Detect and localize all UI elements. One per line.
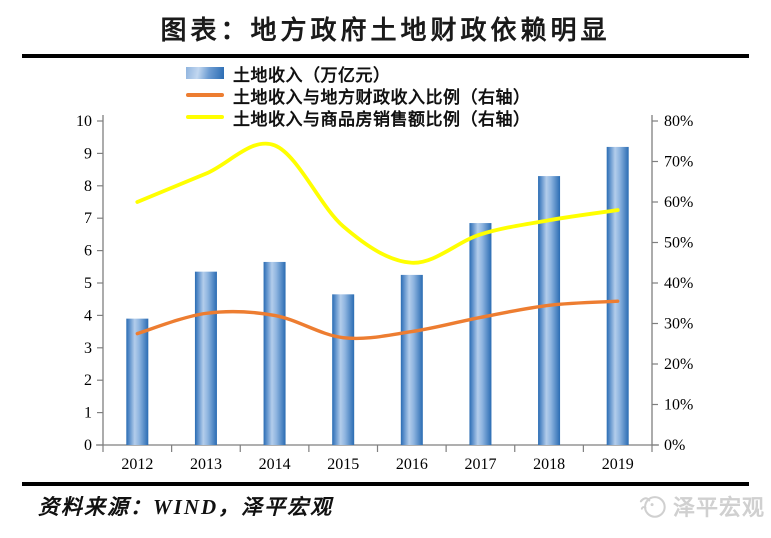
left-axis-label: 2 xyxy=(84,372,92,389)
bar-swatch-icon xyxy=(186,67,224,79)
left-axis-label: 1 xyxy=(84,405,92,422)
left-axis-label: 0 xyxy=(84,437,92,454)
chart-title: 图表：地方政府土地财政依赖明显 xyxy=(160,16,611,45)
orange-line-swatch-icon xyxy=(186,93,224,97)
chart-area: 0 1 2 3 4 5 6 7 8 9 10 0% 10% 20% 30% 40% 50% 60% 70% 80% 20… xyxy=(55,105,720,485)
left-axis-label: 7 xyxy=(84,210,92,227)
right-axis-label: 10% xyxy=(664,397,693,414)
bar-2013 xyxy=(194,271,217,445)
bar-2014 xyxy=(263,261,286,445)
x-axis-label: 2016 xyxy=(396,456,428,473)
right-axis-label: 50% xyxy=(664,235,693,252)
watermark-text: 泽平宏观 xyxy=(672,495,765,520)
yellow-line-swatch-icon xyxy=(186,115,224,119)
x-axis-label: 2018 xyxy=(533,456,565,473)
top-divider xyxy=(22,54,749,58)
legend-item-fiscal-ratio: 土地收入与地方财政收入比例（右轴） xyxy=(186,84,531,107)
right-axis-label: 80% xyxy=(664,113,693,130)
source-note: 资料来源：WIND，泽平宏观 xyxy=(38,495,334,519)
legend-label: 土地收入与地方财政收入比例（右轴） xyxy=(233,87,531,107)
x-axis-label: 2015 xyxy=(327,456,359,473)
right-axis-label: 60% xyxy=(664,194,693,211)
x-axis-label: 2012 xyxy=(121,456,153,473)
legend-label: 土地收入（万亿元） xyxy=(233,65,391,85)
bottom-divider xyxy=(22,482,749,486)
x-axis-label: 2014 xyxy=(259,456,291,473)
legend-item-land-revenue: 土地收入（万亿元） xyxy=(186,62,531,85)
bar-2016 xyxy=(400,274,423,445)
right-axis-label: 40% xyxy=(664,275,693,292)
x-axis-label: 2019 xyxy=(602,456,634,473)
right-axis-label: 0% xyxy=(664,437,685,454)
left-axis-label: 9 xyxy=(84,145,92,162)
legend-label: 土地收入与商品房销售额比例（右轴） xyxy=(233,109,531,129)
bar-2017 xyxy=(469,223,492,445)
left-axis-label: 3 xyxy=(84,340,92,357)
right-axis-label: 70% xyxy=(664,154,693,171)
left-axis-label: 6 xyxy=(84,243,92,260)
x-axis-label: 2013 xyxy=(190,456,222,473)
left-axis-label: 4 xyxy=(84,307,92,324)
bar-2019 xyxy=(606,146,629,446)
bar-2015 xyxy=(332,294,355,445)
legend-item-sales-ratio: 土地收入与商品房销售额比例（右轴） xyxy=(186,106,531,129)
left-axis-label: 10 xyxy=(76,113,92,130)
x-axis-label: 2017 xyxy=(464,456,496,473)
chart-svg: 0 1 2 3 4 5 6 7 8 9 10 0% 10% 20% 30% 40% 50% 60% 70% 80% 20… xyxy=(76,113,693,473)
bar-2012 xyxy=(126,318,149,445)
left-axis-label: 5 xyxy=(84,275,92,292)
right-axis-label: 20% xyxy=(664,356,693,373)
sales-ratio-line xyxy=(135,141,620,265)
left-axis-label: 8 xyxy=(84,178,92,195)
watermark: 泽平宏观 xyxy=(638,490,765,522)
bar-2018 xyxy=(538,176,561,445)
right-axis-label: 30% xyxy=(664,316,693,333)
zeping-macro-logo-icon xyxy=(639,496,666,518)
fiscal-ratio-line xyxy=(135,299,620,341)
legend: 土地收入（万亿元） 土地收入与地方财政收入比例（右轴） 土地收入与商品房销售额比… xyxy=(186,62,531,129)
